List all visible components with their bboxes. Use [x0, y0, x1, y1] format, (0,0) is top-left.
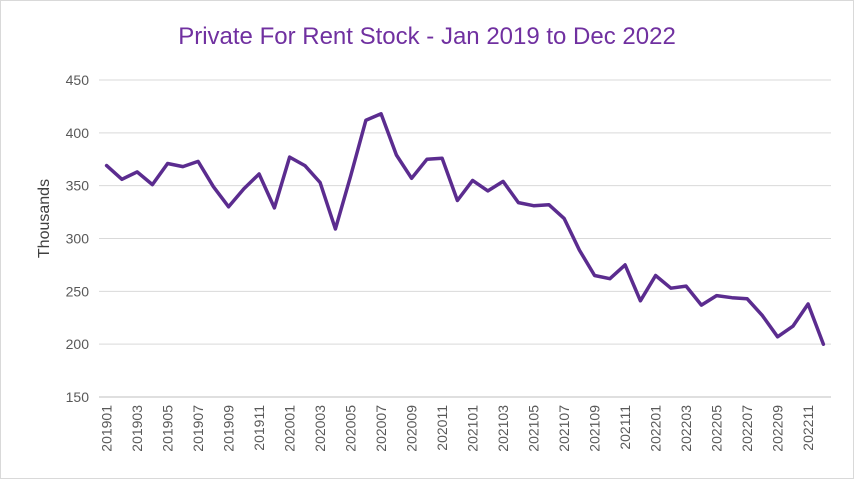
x-tick-label: 201907 [190, 405, 206, 452]
x-tick-label: 202101 [465, 405, 481, 452]
y-axis-ticks: 150 200 250 300 350 400 450 [66, 72, 90, 405]
x-tick-label: 202001 [282, 405, 298, 452]
x-tick-label: 202109 [587, 405, 603, 452]
y-tick-label: 450 [66, 72, 90, 88]
chart-title: Private For Rent Stock - Jan 2019 to Dec… [178, 23, 676, 50]
y-tick-label: 350 [66, 178, 90, 194]
x-tick-label: 202111 [617, 405, 633, 450]
x-tick-label: 202011 [434, 405, 450, 451]
series-line [104, 112, 826, 346]
x-tick-label: 201905 [160, 405, 176, 452]
x-tick-label: 202103 [495, 405, 511, 452]
x-tick-label: 202211 [800, 405, 816, 451]
x-tick-label: 202003 [312, 405, 328, 452]
gridlines [99, 79, 831, 398]
x-tick-label: 201911 [251, 405, 267, 451]
x-tick-label: 201903 [129, 405, 145, 452]
y-tick-label: 400 [66, 125, 90, 141]
x-tick-label: 201909 [221, 405, 237, 452]
x-tick-label: 201901 [99, 405, 115, 452]
x-tick-label: 202007 [373, 405, 389, 452]
y-tick-label: 150 [66, 389, 90, 405]
x-tick-label: 202201 [648, 405, 664, 452]
x-tick-label: 202005 [343, 405, 359, 452]
series-group [104, 112, 826, 346]
y-axis-label: Thousands [36, 179, 53, 258]
x-tick-label: 202107 [556, 405, 572, 452]
y-tick-label: 250 [66, 283, 90, 299]
x-tick-label: 202205 [709, 405, 725, 452]
x-axis-ticks: 201901 201903 201905 201907 201909 201911 2020… [99, 405, 817, 452]
x-tick-label: 202009 [404, 405, 420, 452]
y-tick-label: 300 [66, 231, 90, 247]
y-tick-label: 200 [66, 336, 90, 352]
x-tick-label: 202203 [678, 405, 694, 452]
x-tick-label: 202209 [770, 405, 786, 452]
x-tick-label: 202105 [526, 405, 542, 452]
x-tick-label: 202207 [739, 405, 755, 452]
